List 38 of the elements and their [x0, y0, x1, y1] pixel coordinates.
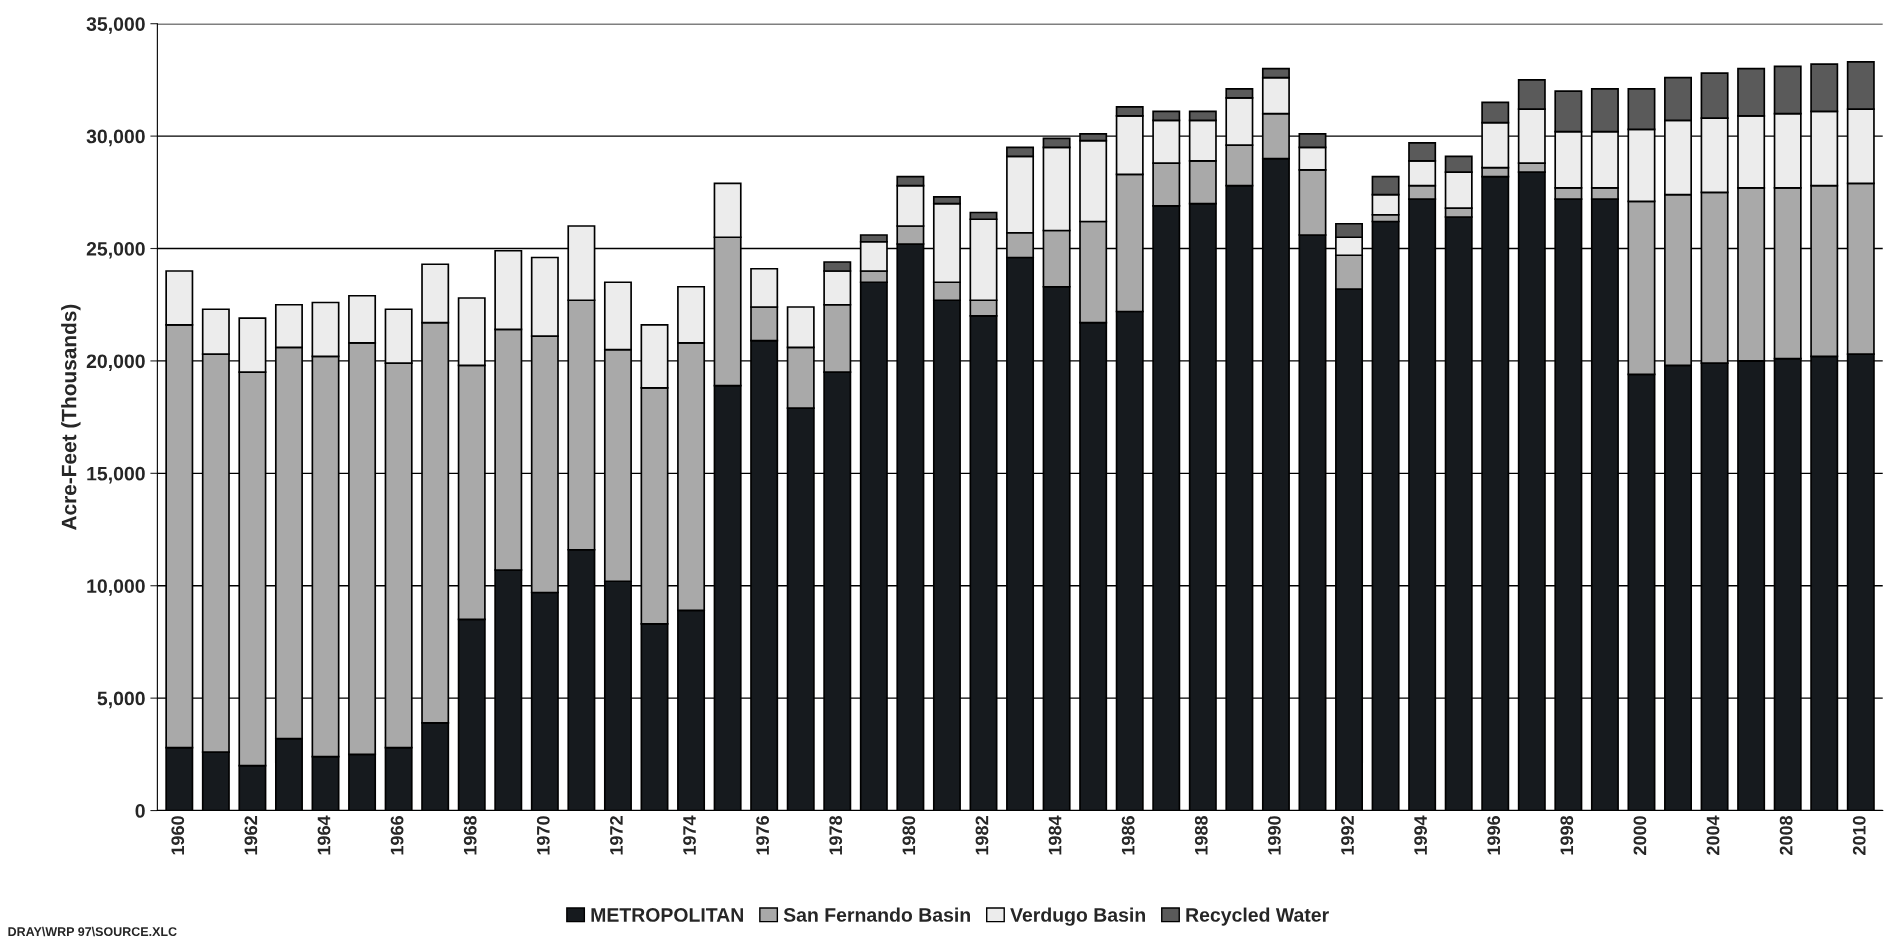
x-tick-label: 2004 — [1706, 815, 1720, 855]
x-tick-label: 1988 — [1194, 815, 1208, 855]
x-tick-label: 1998 — [1560, 815, 1574, 855]
x-tick-label: 1976 — [756, 816, 770, 855]
x-tick-label: 1968 — [463, 815, 477, 855]
x-tick-label: 1970 — [536, 816, 550, 855]
x-tick-label: 1978 — [829, 815, 843, 855]
y-tick-label: 35,000 — [86, 17, 145, 34]
x-tick-label: 1986 — [1121, 816, 1135, 855]
x-tick-label: 1974 — [683, 815, 696, 855]
y-tick-label: 15,000 — [87, 466, 145, 484]
x-tick-label: 1972 — [610, 816, 623, 855]
legend-label: Recycled Water — [1186, 907, 1329, 926]
y-tick-label: 10,000 — [87, 579, 145, 596]
y-tick-label: 0 — [135, 804, 145, 818]
x-tick-label: 1962 — [244, 816, 258, 855]
legend-label: METROPOLITAN — [591, 908, 743, 922]
x-tick-label: 1980 — [902, 816, 916, 855]
y-tick-label: 5,000 — [97, 691, 145, 709]
text: DRAY\WRP 97\SOURCE.XLC — [8, 926, 177, 937]
x-tick-label: 2008 — [1779, 815, 1793, 855]
legend-label: Verdugo Basin — [1010, 907, 1145, 926]
x-tick-label: 1996 — [1487, 816, 1501, 855]
legend-label: San Fernando Basin — [783, 907, 970, 922]
x-tick-label: 1990 — [1267, 816, 1281, 855]
x-tick-label: 1966 — [390, 816, 404, 855]
x-tick-label: 2000 — [1633, 816, 1647, 855]
x-tick-label: 1994 — [1414, 815, 1427, 855]
x-tick-label: 1982 — [975, 816, 989, 855]
x-tick-label: 2010 — [1852, 816, 1866, 855]
y-axis-title: Acre-Feet (Thousands) — [61, 304, 81, 531]
x-tick-label: 1960 — [171, 816, 185, 855]
x-tick-label: 1992 — [1341, 816, 1354, 855]
y-tick-label: 20,000 — [86, 354, 145, 371]
x-tick-label: 1984 — [1048, 815, 1062, 855]
x-tick-label: 1964 — [317, 815, 331, 855]
y-tick-label: 30,000 — [86, 129, 145, 147]
y-tick-label: 25,000 — [86, 241, 145, 259]
